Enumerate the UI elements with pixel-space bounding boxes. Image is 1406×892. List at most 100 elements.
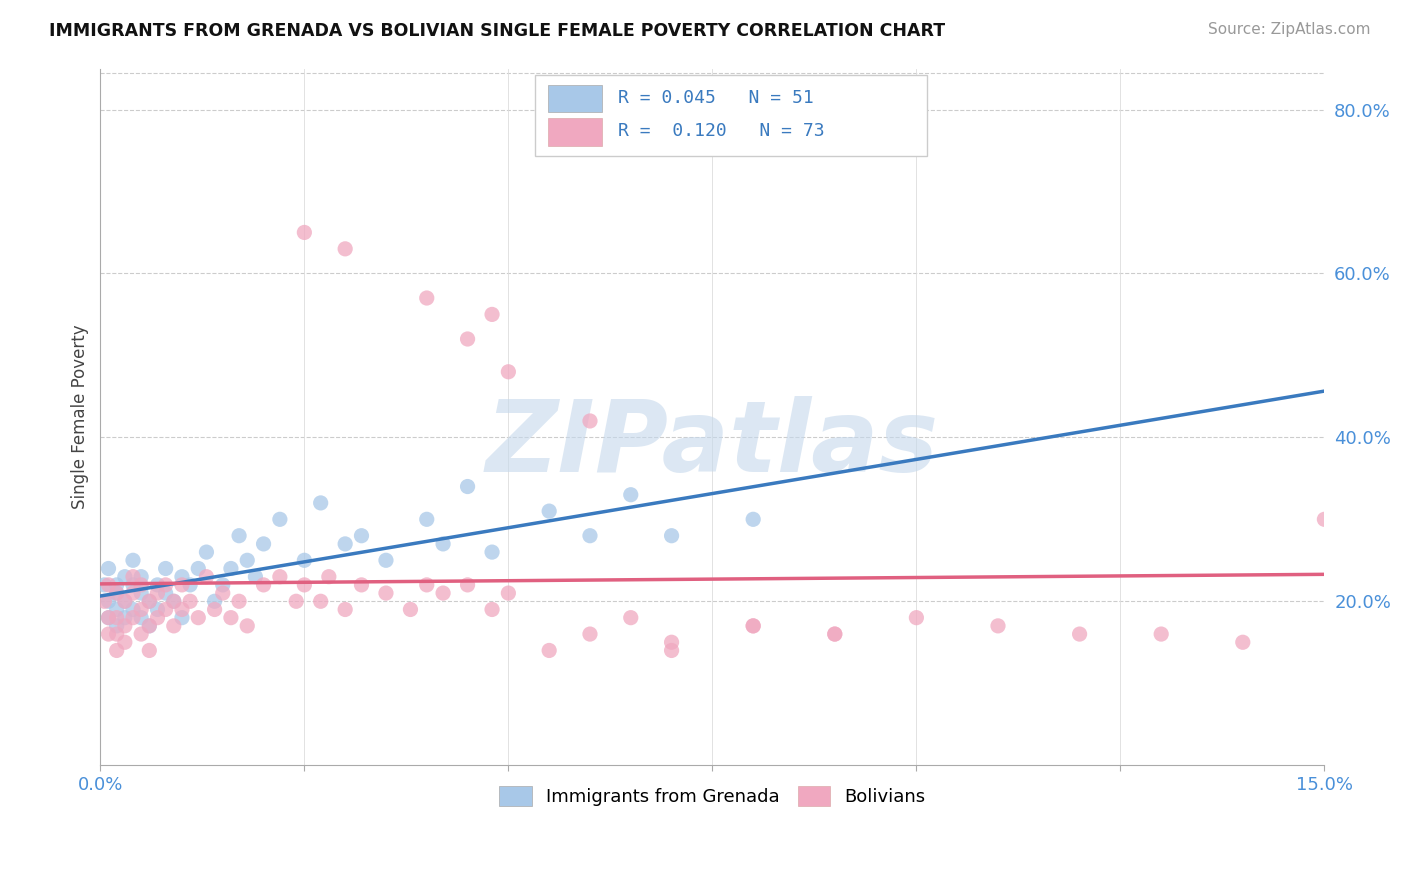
Point xyxy=(146,586,169,600)
Point xyxy=(114,610,136,624)
Point xyxy=(292,553,315,567)
Point xyxy=(105,602,128,616)
Point xyxy=(170,578,193,592)
Point xyxy=(204,602,226,616)
Point xyxy=(236,553,259,567)
Point xyxy=(155,561,177,575)
Point xyxy=(204,594,226,608)
Point xyxy=(122,570,145,584)
Point xyxy=(93,578,115,592)
Point xyxy=(163,594,186,608)
Point xyxy=(350,578,373,592)
Point xyxy=(129,578,152,592)
Point xyxy=(219,610,242,624)
Point xyxy=(538,643,561,657)
Point xyxy=(138,594,160,608)
Point xyxy=(146,610,169,624)
Point xyxy=(742,619,765,633)
Point xyxy=(105,610,128,624)
Point xyxy=(399,602,422,616)
Point xyxy=(105,619,128,633)
Point xyxy=(163,619,186,633)
Point xyxy=(114,594,136,608)
Point xyxy=(170,602,193,616)
Point xyxy=(195,570,218,584)
Text: R =  0.120   N = 73: R = 0.120 N = 73 xyxy=(619,122,825,140)
Point xyxy=(105,586,128,600)
Point xyxy=(97,610,120,624)
Point xyxy=(292,226,315,240)
Point xyxy=(138,594,160,608)
Point xyxy=(170,570,193,584)
Point xyxy=(114,594,136,608)
Point xyxy=(129,570,152,584)
Point xyxy=(228,594,250,608)
Point xyxy=(179,578,201,592)
FancyBboxPatch shape xyxy=(548,85,602,112)
Point xyxy=(155,586,177,600)
Point xyxy=(129,610,152,624)
Point xyxy=(661,643,683,657)
Point xyxy=(333,537,356,551)
Text: Source: ZipAtlas.com: Source: ZipAtlas.com xyxy=(1208,22,1371,37)
FancyBboxPatch shape xyxy=(534,76,927,155)
Point xyxy=(97,561,120,575)
Point xyxy=(129,602,152,616)
Point xyxy=(285,594,308,608)
Point xyxy=(350,529,373,543)
Legend: Immigrants from Grenada, Bolivians: Immigrants from Grenada, Bolivians xyxy=(491,777,935,815)
Point xyxy=(129,586,152,600)
Point xyxy=(252,537,274,551)
Point xyxy=(309,594,332,608)
Point xyxy=(146,578,169,592)
Point xyxy=(155,602,177,616)
Point xyxy=(620,488,643,502)
Point xyxy=(114,570,136,584)
Point xyxy=(661,635,683,649)
FancyBboxPatch shape xyxy=(548,118,602,146)
Point xyxy=(375,553,398,567)
Point xyxy=(457,332,479,346)
Point xyxy=(122,553,145,567)
Point xyxy=(219,561,242,575)
Point xyxy=(620,610,643,624)
Point xyxy=(905,610,928,624)
Point xyxy=(333,602,356,616)
Point xyxy=(252,578,274,592)
Point xyxy=(236,619,259,633)
Point xyxy=(105,627,128,641)
Text: IMMIGRANTS FROM GRENADA VS BOLIVIAN SINGLE FEMALE POVERTY CORRELATION CHART: IMMIGRANTS FROM GRENADA VS BOLIVIAN SING… xyxy=(49,22,945,40)
Point xyxy=(742,512,765,526)
Point xyxy=(211,586,233,600)
Point xyxy=(138,619,160,633)
Point xyxy=(228,529,250,543)
Y-axis label: Single Female Poverty: Single Female Poverty xyxy=(72,325,89,509)
Point xyxy=(333,242,356,256)
Point xyxy=(122,578,145,592)
Point xyxy=(269,570,291,584)
Point xyxy=(498,586,520,600)
Point xyxy=(97,578,120,592)
Point xyxy=(245,570,267,584)
Point xyxy=(93,594,115,608)
Point xyxy=(114,619,136,633)
Point xyxy=(146,602,169,616)
Point xyxy=(179,594,201,608)
Point xyxy=(122,602,145,616)
Point xyxy=(432,537,454,551)
Text: R = 0.045   N = 51: R = 0.045 N = 51 xyxy=(619,89,814,107)
Point xyxy=(122,586,145,600)
Point xyxy=(538,504,561,518)
Point xyxy=(292,578,315,592)
Point xyxy=(211,578,233,592)
Text: ZIPatlas: ZIPatlas xyxy=(486,396,939,493)
Point xyxy=(195,545,218,559)
Point xyxy=(105,643,128,657)
Point xyxy=(318,570,340,584)
Point xyxy=(1232,635,1254,649)
Point xyxy=(1313,512,1336,526)
Point xyxy=(187,561,209,575)
Point xyxy=(824,627,846,641)
Point xyxy=(416,578,439,592)
Point xyxy=(1069,627,1091,641)
